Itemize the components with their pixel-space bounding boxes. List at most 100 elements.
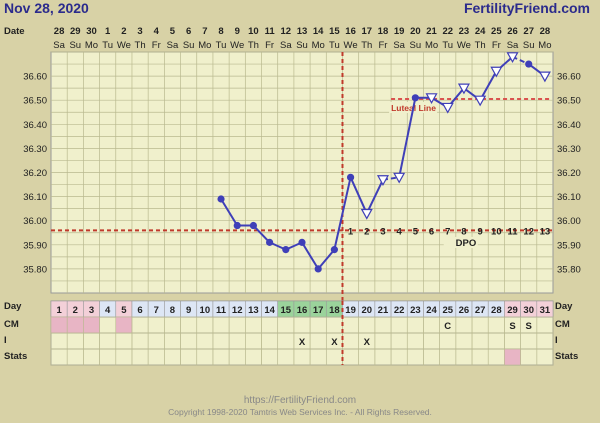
- dpo-number: 2: [364, 226, 369, 237]
- dpo-number: 9: [477, 226, 482, 237]
- weekday-label: Mo: [85, 40, 98, 51]
- y-tick-label-right: 36.30: [557, 144, 581, 155]
- weekday-label: Tu: [442, 40, 453, 51]
- date-label: 9: [235, 26, 240, 37]
- temp-point: [314, 265, 322, 273]
- temp-point-triangle: [538, 71, 551, 83]
- y-tick-label-right: 35.90: [557, 240, 581, 251]
- weekday-label: Sa: [167, 40, 179, 51]
- weekday-label: Su: [183, 40, 195, 51]
- dpo-number: 11: [507, 226, 518, 237]
- date-label: 16: [345, 26, 356, 37]
- weekday-label: Su: [410, 40, 422, 51]
- temp-point: [233, 221, 241, 230]
- cm-cell: [50, 316, 68, 334]
- intercourse-mark: X: [299, 337, 306, 348]
- y-tick-label-right: 36.20: [557, 168, 581, 179]
- date-label: 20: [410, 26, 421, 37]
- day-number: 11: [216, 305, 227, 316]
- temp-point: [346, 173, 355, 181]
- weekday-label: We: [344, 40, 358, 51]
- y-axes: 36.60 36.60 36.50 36.50 36.40 36.40 36.30 36.30…: [23, 72, 581, 276]
- day-number: 27: [475, 305, 486, 316]
- date-label: 5: [170, 26, 176, 37]
- temp-point: [525, 60, 533, 68]
- weekday-label: Th: [135, 40, 146, 51]
- date-label: 8: [218, 26, 223, 37]
- day-number: 5: [121, 305, 127, 316]
- weekday-label: Sa: [53, 40, 65, 51]
- cm-cell: [115, 316, 133, 334]
- date-label: 6: [186, 26, 191, 37]
- date-label: 17: [361, 26, 372, 37]
- chart-date-title: Nov 28, 2020: [4, 0, 89, 16]
- day-row-label-right: Day: [555, 301, 573, 312]
- day-number: 12: [232, 305, 243, 316]
- y-tick-label-right: 36.50: [557, 96, 581, 107]
- temp-segment: [252, 224, 271, 244]
- intercourse-row-label-right: I: [555, 335, 558, 346]
- y-tick-label: 35.80: [23, 264, 47, 275]
- cm-row-label: CM: [4, 319, 19, 330]
- date-label: 15: [329, 26, 340, 37]
- temp-point-triangle: [490, 66, 503, 78]
- temp-point: [249, 221, 258, 230]
- row-bg: [50, 348, 554, 366]
- weekday-label: Tu: [216, 40, 227, 51]
- site-name: FertilityFriend.com: [464, 0, 590, 16]
- date-label: 7: [202, 26, 207, 37]
- day-number: 28: [491, 305, 502, 316]
- day-number: 15: [281, 305, 292, 316]
- dpo-number: 10: [491, 226, 502, 237]
- temp-segment: [349, 176, 368, 214]
- y-tick-label: 36.10: [23, 192, 47, 203]
- weekday-label: Mo: [538, 40, 551, 51]
- day-number: 10: [200, 305, 211, 316]
- dpo-number: 6: [429, 226, 434, 237]
- day-number: 22: [394, 305, 405, 316]
- date-row-label: Date: [4, 26, 25, 37]
- date-label: 27: [523, 26, 534, 37]
- dpo-label: DPO: [456, 238, 477, 249]
- weekday-label: Su: [523, 40, 535, 51]
- y-tick-label: 36.20: [23, 168, 47, 179]
- date-label: 24: [475, 26, 486, 37]
- day-number: 17: [313, 305, 324, 316]
- weekday-label: Tu: [329, 40, 340, 51]
- weekday-label: We: [230, 40, 244, 51]
- date-label: 14: [313, 26, 324, 37]
- temp-point: [298, 238, 306, 246]
- stats-cell: [504, 348, 521, 366]
- temp-point-triangle: [425, 93, 438, 105]
- dpo-number: 1: [348, 226, 354, 237]
- temp-point: [330, 246, 338, 254]
- day-number: 8: [170, 305, 175, 316]
- intercourse-mark: X: [331, 337, 338, 348]
- dpo-number: 4: [397, 226, 403, 237]
- y-tick-label: 35.90: [23, 240, 47, 251]
- dpo-number: 5: [413, 226, 419, 237]
- weekday-label: Sa: [393, 40, 405, 51]
- day-number: 1: [56, 305, 62, 316]
- weekday-label: Fr: [492, 40, 501, 51]
- day-number: 13: [248, 305, 259, 316]
- dpo-number: 12: [523, 226, 534, 237]
- temp-point-triangle: [360, 208, 373, 220]
- y-tick-label-right: 35.80: [557, 264, 581, 275]
- y-tick-label-right: 36.00: [557, 216, 581, 227]
- y-tick-label-right: 36.40: [557, 120, 581, 131]
- day-number: 29: [507, 305, 518, 316]
- day-row-label: Day: [4, 301, 22, 312]
- dpo-number: 13: [540, 226, 551, 237]
- day-number: 23: [410, 305, 421, 316]
- y-tick-label-right: 36.60: [557, 72, 581, 83]
- temperature-series: [217, 52, 551, 273]
- dpo-number: 7: [445, 226, 450, 237]
- date-headers: 28Sa29Su30Mo1Tu2We3Th4Fr5Sa6Su7Mo8Tu9We1…: [53, 26, 551, 51]
- cm-value: S: [526, 321, 532, 332]
- grid: [51, 51, 553, 293]
- weekday-label: Mo: [425, 40, 438, 51]
